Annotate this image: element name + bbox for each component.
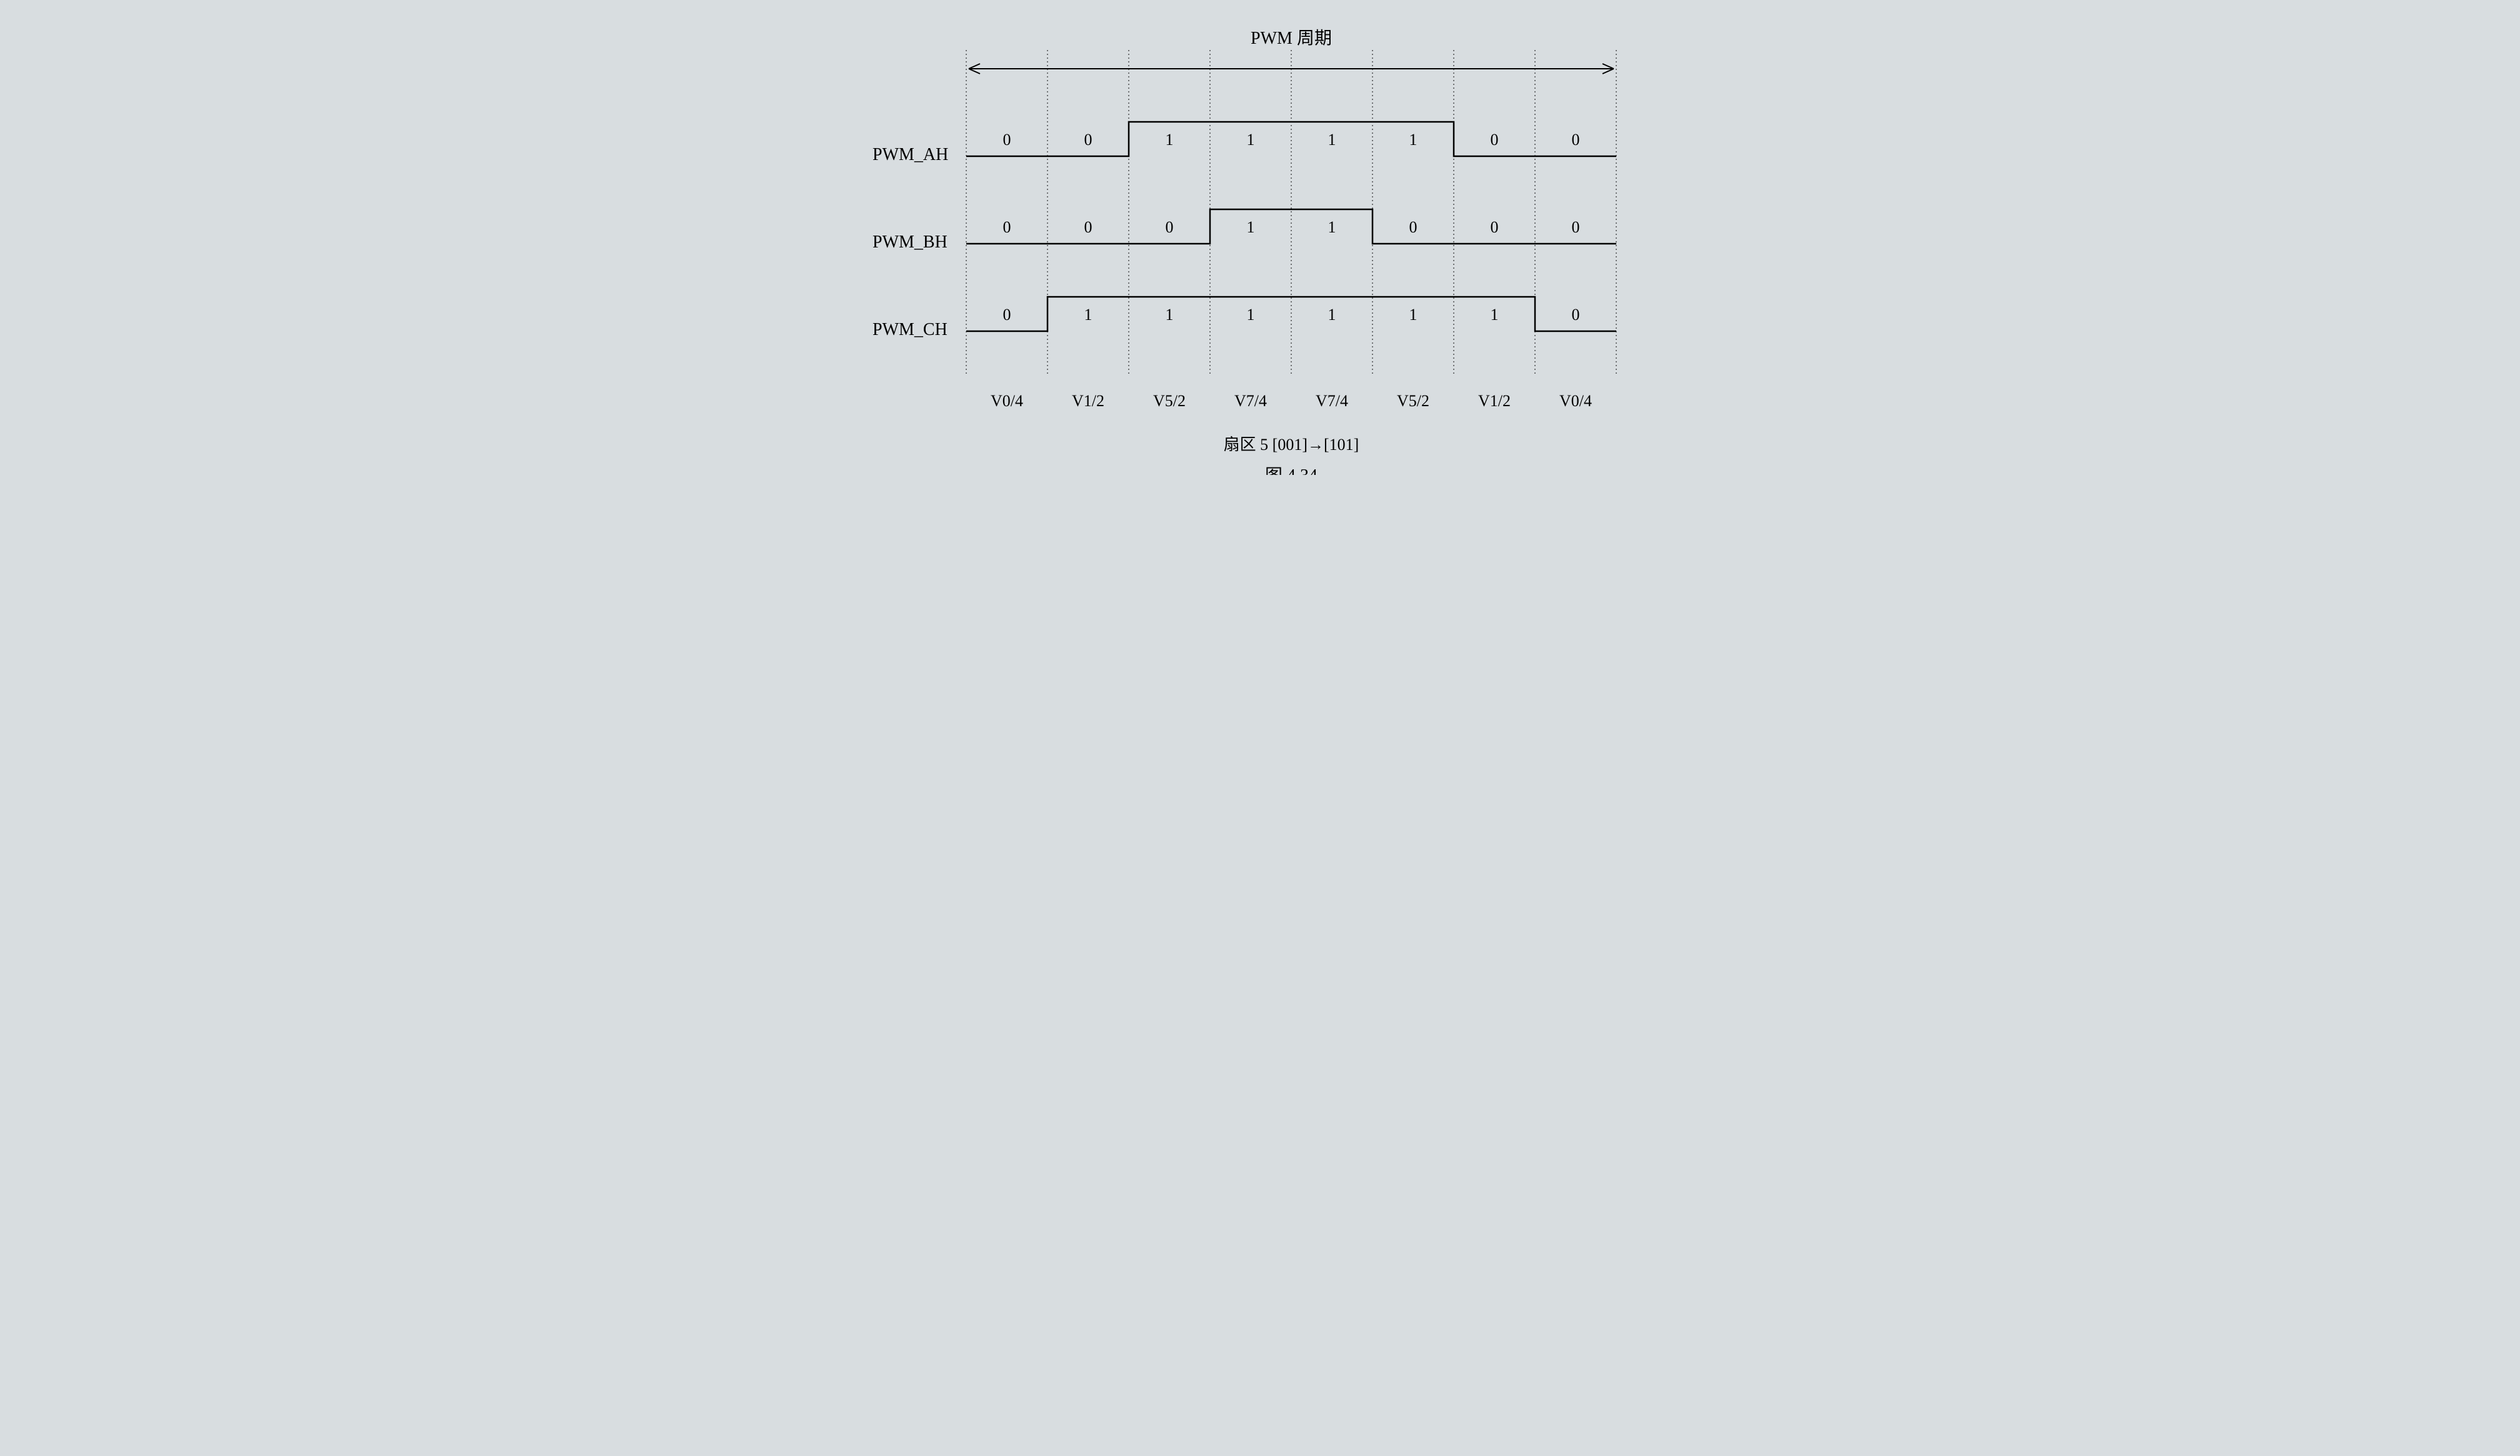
signal-label: PWM_BH: [872, 232, 948, 252]
bit-value: 0: [1491, 218, 1499, 236]
segment-label: V1/2: [1072, 392, 1104, 410]
bit-value: 1: [1084, 306, 1092, 324]
bit-value: 1: [1328, 131, 1336, 149]
bit-value: 0: [1084, 131, 1092, 149]
bit-value: 0: [1003, 306, 1011, 324]
bit-value: 0: [1166, 218, 1174, 236]
bit-value: 0: [1572, 218, 1580, 236]
sector-caption: 扇区 5 [001]→[101]: [1224, 436, 1359, 454]
bit-value: 1: [1328, 306, 1336, 324]
bit-value: 1: [1328, 218, 1336, 236]
bit-value: 1: [1247, 218, 1255, 236]
bit-value: 1: [1166, 131, 1174, 149]
bit-value: 0: [1491, 131, 1499, 149]
segment-label: V0/4: [1559, 392, 1592, 410]
bit-value: 0: [1572, 306, 1580, 324]
bit-value: 1: [1247, 131, 1255, 149]
bit-value: 0: [1003, 131, 1011, 149]
signal-label: PWM_CH: [872, 320, 948, 339]
bit-value: 1: [1409, 306, 1418, 324]
bit-value: 1: [1409, 131, 1418, 149]
bit-value: 1: [1166, 306, 1174, 324]
segment-label: V5/2: [1397, 392, 1429, 410]
bit-value: 1: [1491, 306, 1499, 324]
signal-label: PWM_AH: [872, 145, 948, 164]
segment-label: V5/2: [1153, 392, 1186, 410]
segment-label: V7/4: [1234, 392, 1267, 410]
bit-value: 0: [1572, 131, 1580, 149]
segment-label: V1/2: [1478, 392, 1511, 410]
waveform-PWM_AH: [966, 122, 1616, 156]
bit-value: 1: [1247, 306, 1255, 324]
bit-value: 0: [1003, 218, 1011, 236]
segment-label: V7/4: [1316, 392, 1348, 410]
bit-value: 0: [1084, 218, 1092, 236]
pwm-period-title: PWM 周期: [1251, 29, 1332, 48]
figure-number: 图 4.34: [1265, 466, 1318, 475]
timing-diagram: PWM 周期 PWM_AH 0 0 1 1 1 1 0 0 PWM_BH 0 0 0 1 1 0 0 0 PWM_CH…: [854, 25, 1666, 475]
segment-label: V0/4: [991, 392, 1023, 410]
bit-value: 0: [1409, 218, 1418, 236]
